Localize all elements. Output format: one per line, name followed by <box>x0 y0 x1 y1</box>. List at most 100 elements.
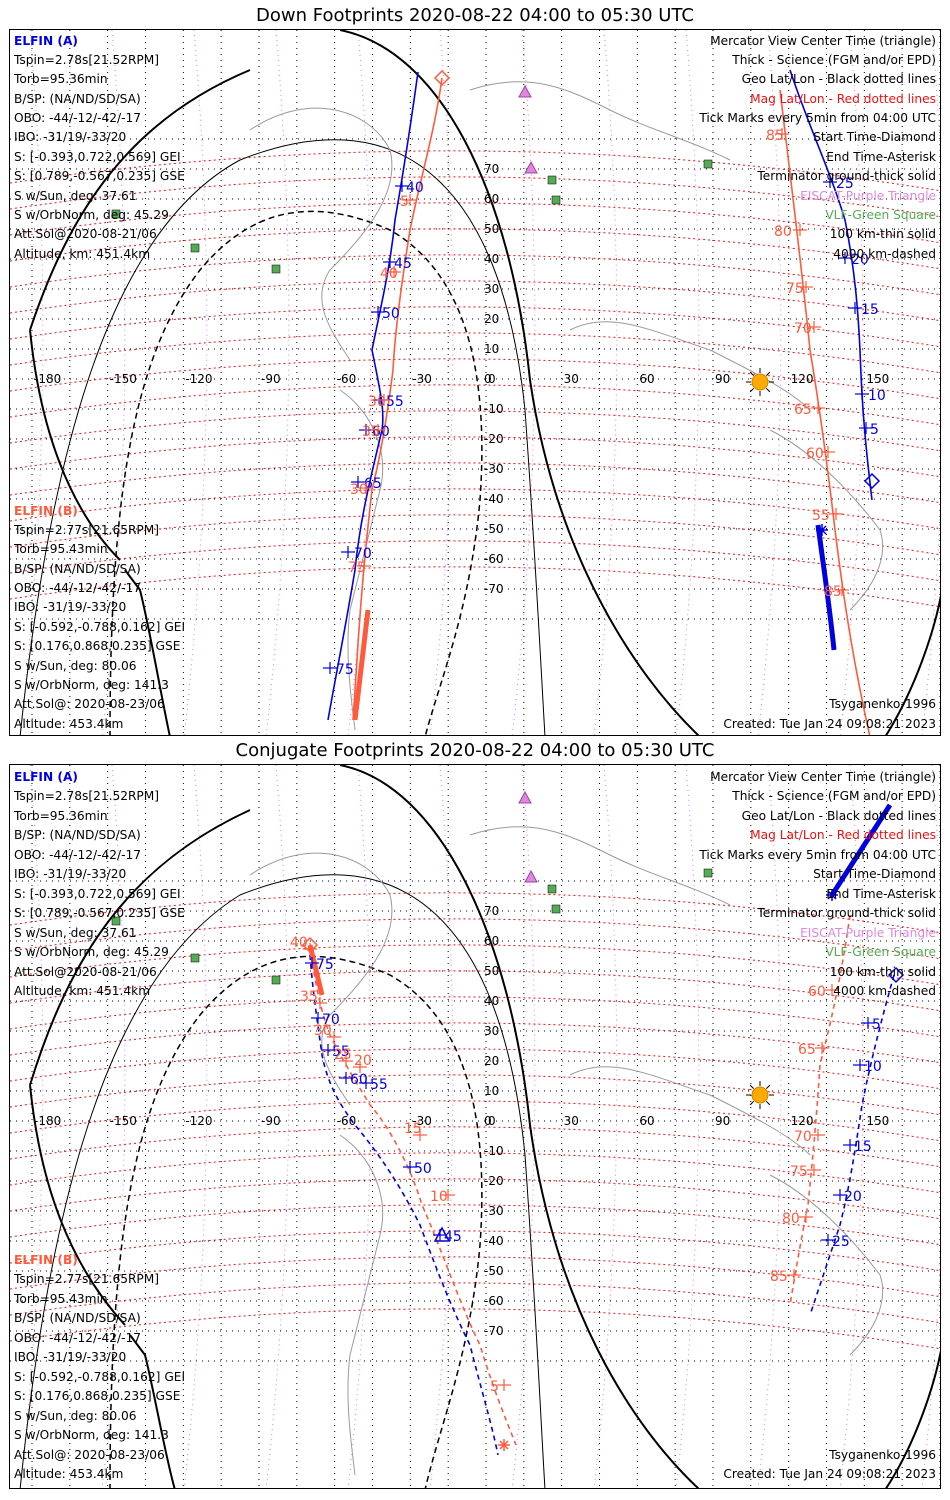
tick-label: 10 <box>864 1059 882 1075</box>
mag-lat-line <box>10 1230 940 1272</box>
elfin-b-track <box>309 944 517 1446</box>
mag-lon-line <box>675 30 700 735</box>
lon-label: -120 <box>185 1114 212 1128</box>
lat-label: -40 <box>484 1234 504 1248</box>
legend-eiscat: EISCAT-Purple Triangle <box>800 926 936 940</box>
lat-label: 60 <box>484 934 499 948</box>
start-diamond-icon <box>863 472 881 490</box>
mag-lon-line <box>921 30 940 735</box>
lon-label: -90 <box>261 1114 281 1128</box>
vlf-square-icon <box>111 209 121 219</box>
start-diamond-icon <box>887 966 905 984</box>
created-label: Created: Tue Jan 24 09:08:21 2023 <box>723 1467 936 1481</box>
lon-label: 60 <box>639 372 654 386</box>
coastline <box>249 852 393 1106</box>
elfin-b-info-line: Torb=95.43min <box>14 1292 108 1306</box>
elfin-a-track <box>815 524 837 651</box>
vlf-square-icon <box>271 975 281 985</box>
mag-lat-line <box>10 1204 940 1246</box>
start-diamond-icon <box>301 936 319 954</box>
sun-ray <box>766 1101 771 1106</box>
eiscat-triangle-icon <box>524 160 538 174</box>
tick-label: 45 <box>394 256 412 272</box>
terminator-line <box>339 765 940 1488</box>
elfin-b-info-line: OBO: -44/-12/-42/-17 <box>14 581 142 595</box>
elfin-b-header: ELFIN (B) <box>14 504 78 518</box>
tick-label: 50 <box>382 306 400 322</box>
tick-label: 65 <box>798 1042 816 1058</box>
lon-label: 60 <box>639 1114 654 1128</box>
tick-label: 40 <box>406 180 424 196</box>
eiscat-triangle-icon <box>524 869 538 883</box>
fov-4000km-line <box>109 210 483 735</box>
tick-label: 75 <box>316 957 334 973</box>
tick-label: 5 <box>872 1017 881 1033</box>
lat-label: 20 <box>484 312 499 326</box>
elfin-a-info-line: Torb=95.36min <box>14 809 108 823</box>
elfin-b-info-line: S: [-0.592,-0.788,0.162] GEI <box>14 1370 186 1384</box>
mag-lat-line <box>10 540 940 582</box>
mag-lat-line <box>10 1074 940 1116</box>
down-footprints-panel: -180-150-120-90-60-300306090120150180706… <box>9 29 941 736</box>
elfin-a-info-line: IBO: -31/19/-33/20 <box>14 867 127 881</box>
coastline <box>769 429 884 611</box>
lon-label: -60 <box>337 372 357 386</box>
legend-geo: Geo Lat/Lon - Black dotted lines <box>741 72 936 86</box>
lat-label: 0 <box>484 1114 492 1128</box>
end-asterisk-icon <box>816 524 828 536</box>
tick-label: 75 <box>336 662 354 678</box>
lon-label: -30 <box>412 372 432 386</box>
elfin-a-info-line: B/SP: (NA/ND/SD/SA) <box>14 92 141 106</box>
mag-lat-line <box>10 150 940 192</box>
legend-thick: Thick - Science (FGM and/or EPD) <box>732 53 936 67</box>
sun-icon <box>751 1086 769 1104</box>
legend-100km: 100 km-thin solid <box>829 965 936 979</box>
elfin-b-info-line: S: [-0.592,-0.788,0.162] GEI <box>14 620 186 634</box>
elfin-b-info-line: S: [0.176,0.868,0.235] GSE <box>14 1389 181 1403</box>
mercator-map: -180-150-120-90-60-300306090120150180706… <box>10 30 940 735</box>
lat-label: 50 <box>484 222 499 236</box>
elfin-b-info-line: Altitude: 453.4km <box>14 1467 124 1481</box>
eiscat-triangle-icon <box>518 790 532 804</box>
lon-label: 0 <box>488 1114 496 1128</box>
elfin-b-info-line: B/SP: (NA/ND/SD/SA) <box>14 1311 141 1325</box>
tick-label: 55 <box>332 1044 350 1060</box>
elfin-b-info-line: S w/OrbNorm, deg: 141.3 <box>14 1428 169 1442</box>
lat-label: 10 <box>484 342 499 356</box>
vlf-square-icon <box>551 904 561 914</box>
elfin-b-header: ELFIN (B) <box>14 1253 78 1267</box>
panel-title: Conjugate Footprints 2020-08-22 04:00 to… <box>235 740 715 761</box>
lat-label: -30 <box>484 462 504 476</box>
tick-label: 10 <box>430 1189 448 1205</box>
elfin-b-track <box>352 609 371 721</box>
elfin-a-info-line: Tspin=2.78s[21.52RPM] <box>14 53 160 67</box>
mag-lon-line <box>675 765 700 1488</box>
elfin-b-info-line: Att.Sol@: 2020-08-23/06 <box>14 697 165 711</box>
elfin-a-info-line: OBO: -44/-12/-42/-17 <box>14 848 142 862</box>
legend-vlf: VLF-Green Square <box>825 208 936 222</box>
elfin-b-info-line: Tspin=2.77s[21.65RPM] <box>14 523 160 537</box>
terminator-line <box>339 30 940 735</box>
coastline <box>469 826 731 906</box>
end-asterisk-icon <box>826 889 838 901</box>
lat-label: -50 <box>484 1264 504 1278</box>
elfin-b-info-line: Tspin=2.77s[21.65RPM] <box>14 1272 160 1286</box>
tick-label: 85 <box>824 584 842 600</box>
lat-label: 0 <box>484 372 492 386</box>
sun-ray <box>766 371 771 376</box>
legend-end: End Time-Asterisk <box>826 887 936 901</box>
tick-label: 80 <box>782 1211 800 1227</box>
model-label: Tsyganenko-1996 <box>829 697 936 711</box>
tick-label: 80 <box>774 224 792 240</box>
elfin-b-track <box>789 914 851 1306</box>
tick-label: 75 <box>790 1164 808 1180</box>
lat-label: -20 <box>484 1174 504 1188</box>
legend-start: Start Time-Diamond <box>813 867 936 881</box>
elfin-b-info-line: S: [0.176,0.868,0.235] GSE <box>14 639 181 653</box>
lat-label: -70 <box>484 582 504 596</box>
lat-label: -20 <box>484 432 504 446</box>
tick-label: 30 <box>368 394 386 410</box>
lon-label: -180 <box>34 1114 61 1128</box>
model-label: Tsyganenko-1996 <box>829 1448 936 1462</box>
vlf-square-icon <box>111 916 121 926</box>
